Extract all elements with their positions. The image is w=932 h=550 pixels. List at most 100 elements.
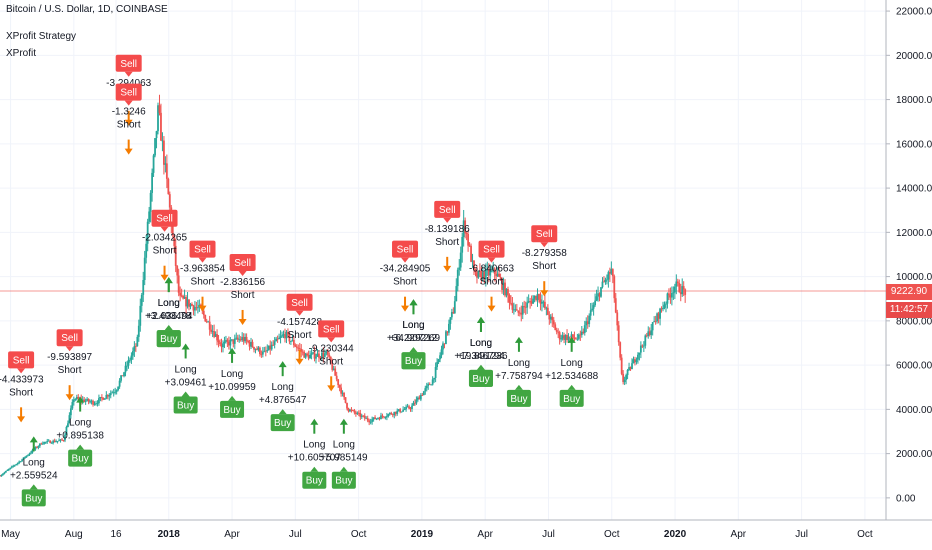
short-arrow-head [487, 305, 496, 312]
candle-body [383, 416, 385, 418]
indicator-legend-strategy[interactable]: XProfit Strategy [6, 31, 77, 42]
time-tick-label: 2019 [411, 529, 434, 540]
candle-body [10, 466, 13, 468]
candle-body [303, 351, 306, 358]
time-axis[interactable]: May Aug 16 2018 Apr Jul Oct 2019 Apr Jul Oct 2020 Ap… [0, 519, 932, 540]
candle-body [473, 260, 475, 270]
sell-badge-pointer [17, 368, 26, 374]
candle-body [573, 337, 576, 339]
signal-side: Long [470, 338, 492, 349]
candle-body [253, 346, 255, 350]
price-axis[interactable]: 0.00 2000.00 4000.00 6000.00 8000.00 10000.00… [885, 0, 932, 520]
candle-body [648, 331, 651, 335]
candle-body [137, 325, 140, 337]
candle-body [504, 282, 506, 296]
candle-body [631, 363, 633, 370]
candle-body [247, 340, 249, 343]
signal-side: Long [303, 440, 325, 451]
short-arrow-head [160, 274, 169, 281]
candle-body [321, 352, 323, 358]
candle-body [524, 306, 527, 308]
candle-body [450, 312, 453, 318]
buy-signal: Long +10.09959 Buy [208, 347, 256, 418]
buy-badge-label: Buy [25, 493, 42, 504]
candle-body [238, 339, 241, 341]
long-arrow-head [181, 343, 190, 350]
candle-body [468, 245, 471, 247]
signal-value: +6.229212 [390, 333, 438, 344]
candle-body [226, 340, 229, 342]
candle-body [34, 447, 37, 450]
candle-body [239, 339, 242, 341]
candle-body [424, 388, 427, 392]
candle-body [130, 355, 133, 360]
candle-body [37, 446, 40, 448]
sell-badge-label: Sell [13, 355, 30, 366]
candle-body [81, 399, 84, 401]
candle-body [350, 409, 353, 411]
candle-body [258, 347, 261, 355]
candle-body [353, 410, 356, 413]
candle-body [421, 395, 424, 396]
candle-body [362, 415, 365, 417]
buy-badge [68, 449, 93, 467]
candle-body [322, 352, 325, 357]
signal-side: Long [402, 320, 424, 331]
sell-signal: Sell -8.139186 Short [425, 200, 470, 272]
candle-body [151, 172, 153, 193]
candle-body [100, 397, 103, 398]
candle-body [208, 321, 211, 330]
buy-badge-pointer [181, 391, 190, 397]
candle-body [405, 406, 407, 410]
candle-body [394, 411, 397, 414]
candle-body [396, 410, 399, 414]
price-tick-label: 20000.00 [896, 51, 932, 62]
indicator-legend-xprofit[interactable]: XProfit [6, 48, 37, 59]
candle-body [49, 440, 52, 444]
candle-body [173, 235, 176, 246]
buy-badge-label: Buy [177, 400, 194, 411]
candle-body [588, 315, 591, 325]
candle-body [595, 296, 598, 301]
candle-body [2, 473, 4, 475]
candle-body [244, 336, 247, 342]
candle-body [684, 289, 687, 295]
candle-body [408, 406, 410, 409]
candle-body [120, 375, 122, 381]
candle-body [306, 353, 309, 355]
candle-body [38, 443, 41, 447]
candle-body [55, 441, 58, 443]
price-tick-label: 6000.00 [896, 361, 932, 372]
candle-body [561, 335, 564, 339]
candle-body [213, 331, 216, 337]
sell-badge [478, 240, 505, 258]
buy-signal: Long +2.559524 Buy [10, 436, 58, 507]
candle-body [207, 321, 210, 323]
candle-body [620, 357, 623, 374]
candle-body [456, 269, 459, 287]
candle-body [168, 194, 171, 208]
buy-signal: Long +3.09461 Buy [165, 343, 207, 414]
sell-badge [189, 240, 216, 258]
signal-value: +4.876547 [259, 395, 307, 406]
candle-body [272, 344, 275, 346]
signal-side: Short [58, 365, 82, 376]
candle-body [7, 468, 10, 471]
long-arrow-head [409, 299, 418, 306]
signal-side: Long [69, 418, 91, 429]
buy-signal: Long +0.895138 Buy [56, 396, 104, 467]
candle-body [248, 342, 251, 347]
buy-badge [270, 414, 295, 432]
candle-body [572, 334, 574, 338]
short-arrow-head [443, 265, 452, 272]
candle-body [148, 211, 151, 222]
candle-body [666, 293, 669, 304]
candle-body [152, 155, 155, 173]
candle-body [260, 354, 263, 355]
candle-body [490, 270, 493, 272]
signal-value: +3.09461 [165, 377, 207, 388]
candle-body [625, 375, 628, 380]
signal-side: Long [158, 298, 180, 309]
candle-body [380, 415, 382, 420]
